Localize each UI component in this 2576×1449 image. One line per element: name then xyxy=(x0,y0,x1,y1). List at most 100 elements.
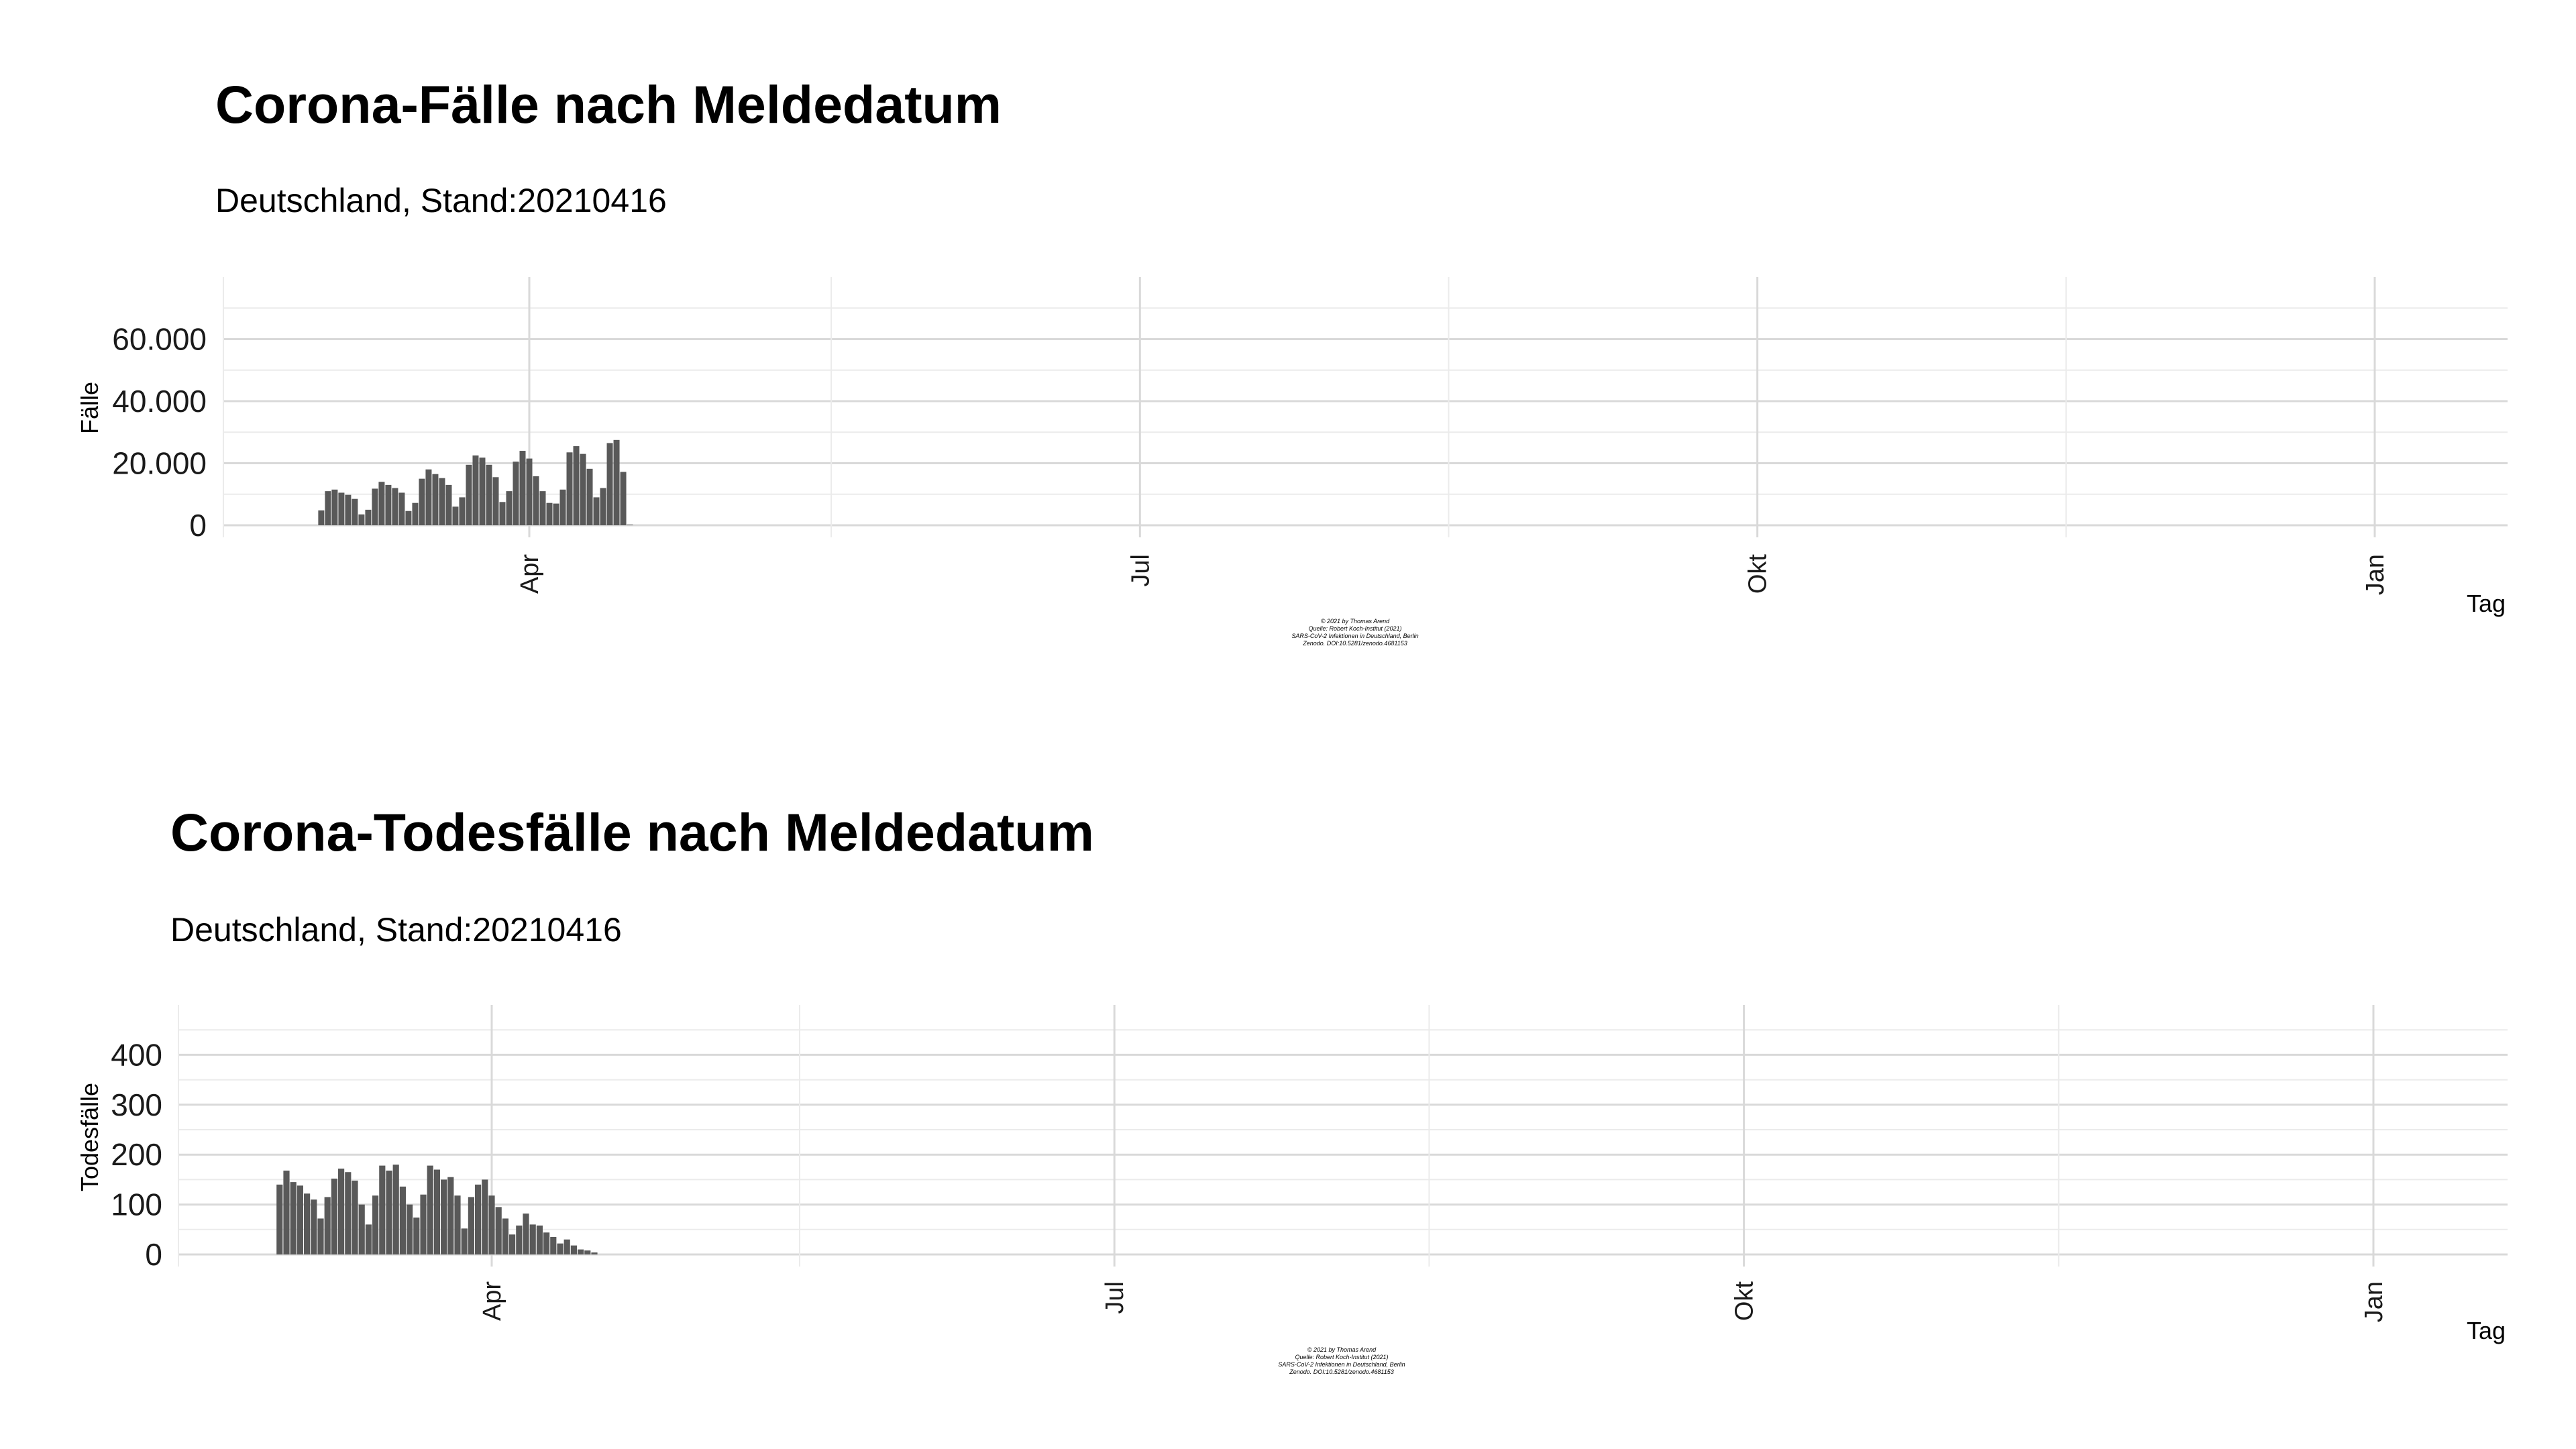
bar xyxy=(365,509,372,525)
caption-line: © 2021 by Thomas Arend xyxy=(1320,618,1390,625)
caption-line: © 2021 by Thomas Arend xyxy=(1307,1346,1377,1353)
caption-line: Quelle: Robert Koch-Institut (2021) xyxy=(1295,1354,1389,1360)
bar xyxy=(392,1165,399,1254)
bar xyxy=(419,478,425,525)
x-tick-label: Jan xyxy=(2360,1281,2388,1322)
bars xyxy=(276,1165,598,1254)
x-tick-label: Okt xyxy=(1744,554,1772,594)
bar xyxy=(580,453,586,525)
bar xyxy=(276,1184,283,1254)
bar xyxy=(506,491,513,525)
bar xyxy=(546,502,553,525)
bar xyxy=(459,497,466,525)
bar xyxy=(372,488,378,525)
chart-caption: © 2021 by Thomas Arend Quelle: Robert Ko… xyxy=(1221,618,1489,647)
bar xyxy=(439,478,445,525)
bar xyxy=(325,491,331,525)
bar xyxy=(345,1172,352,1254)
bar xyxy=(488,1195,495,1254)
cases-bar-chart: 0 20.000 40.000 60.000 Apr Jul Okt Jan Fälle Tag xyxy=(76,277,2508,617)
chart-title: Corona-Todesfälle nach Meldedatum xyxy=(170,802,1094,862)
x-tick-label: Okt xyxy=(1731,1281,1759,1322)
y-axis-label: Todesfälle xyxy=(76,1083,103,1191)
bar xyxy=(304,1193,311,1254)
deaths-bar-chart: 0 100 200 300 400 Apr Jul Okt Jan Todesfälle Tag xyxy=(76,1005,2508,1344)
bar xyxy=(372,1195,379,1254)
bar xyxy=(452,506,459,525)
bar xyxy=(502,1218,508,1254)
bar xyxy=(570,1245,577,1254)
bar xyxy=(441,1179,447,1254)
bar xyxy=(513,462,519,525)
bar xyxy=(550,1236,557,1254)
bar xyxy=(566,452,573,525)
grid xyxy=(223,277,2508,537)
y-tick-label: 400 xyxy=(111,1037,162,1072)
grid xyxy=(178,1005,2508,1267)
bar xyxy=(432,474,439,525)
x-tick-label: Apr xyxy=(478,1281,506,1321)
bar xyxy=(399,1186,406,1254)
caption-line: Quelle: Robert Koch-Institut (2021) xyxy=(1308,625,1402,632)
bar xyxy=(398,492,405,525)
bar xyxy=(311,1199,317,1254)
bar xyxy=(425,469,432,525)
bar xyxy=(392,488,398,525)
bar xyxy=(385,484,392,525)
bar xyxy=(331,1178,337,1254)
caption-line: Zenodo. DOI:10.5281/zenodo.4681153 xyxy=(1303,640,1407,647)
bar xyxy=(495,1207,502,1254)
bar xyxy=(593,497,600,525)
bar xyxy=(331,489,338,525)
bar xyxy=(466,464,472,525)
bar xyxy=(461,1228,468,1254)
bar xyxy=(509,1234,516,1254)
bar xyxy=(557,1243,564,1254)
x-tick-label: Jul xyxy=(1126,554,1155,587)
bar xyxy=(529,1224,536,1254)
bar xyxy=(620,472,627,525)
bar xyxy=(297,1185,303,1254)
chart-caption: © 2021 by Thomas Arend Quelle: Robert Ko… xyxy=(1208,1346,1476,1376)
bar xyxy=(606,443,613,525)
bar xyxy=(324,1197,331,1254)
bar xyxy=(454,1195,461,1254)
bar xyxy=(486,464,492,525)
bar xyxy=(405,511,412,525)
bar xyxy=(600,488,606,525)
y-tick-label: 300 xyxy=(111,1087,162,1122)
x-axis-label: Tag xyxy=(2467,1317,2506,1344)
bar xyxy=(492,477,499,525)
bar xyxy=(352,1180,358,1254)
caption-line: SARS-CoV-2 Infektionen in Deutschland, B… xyxy=(1278,1361,1405,1368)
bar xyxy=(584,1250,591,1254)
bar xyxy=(536,1225,543,1254)
bar xyxy=(516,1225,523,1254)
bar xyxy=(433,1169,440,1254)
y-tick-label: 100 xyxy=(111,1187,162,1222)
x-axis-label: Tag xyxy=(2467,590,2506,617)
bar xyxy=(290,1182,297,1254)
bar xyxy=(283,1171,290,1254)
bar xyxy=(472,455,479,525)
chart-subtitle: Deutschland, Stand:20210416 xyxy=(215,182,667,219)
y-tick-label: 200 xyxy=(111,1137,162,1172)
bar xyxy=(559,489,566,525)
bar xyxy=(533,476,539,525)
bar xyxy=(358,514,365,525)
bar xyxy=(318,510,325,525)
bar xyxy=(482,1179,488,1254)
bar xyxy=(358,1204,365,1254)
bar xyxy=(317,1218,324,1254)
bar xyxy=(352,498,358,525)
bar xyxy=(365,1224,372,1254)
x-tick-label: Jul xyxy=(1101,1281,1129,1314)
bar xyxy=(553,503,559,525)
y-axis-label: Fälle xyxy=(76,382,103,434)
bar xyxy=(412,502,419,525)
bar xyxy=(526,458,533,525)
x-tick-label: Apr xyxy=(516,554,544,594)
bar xyxy=(499,502,506,525)
bar xyxy=(427,1165,433,1254)
bar xyxy=(591,1252,598,1254)
